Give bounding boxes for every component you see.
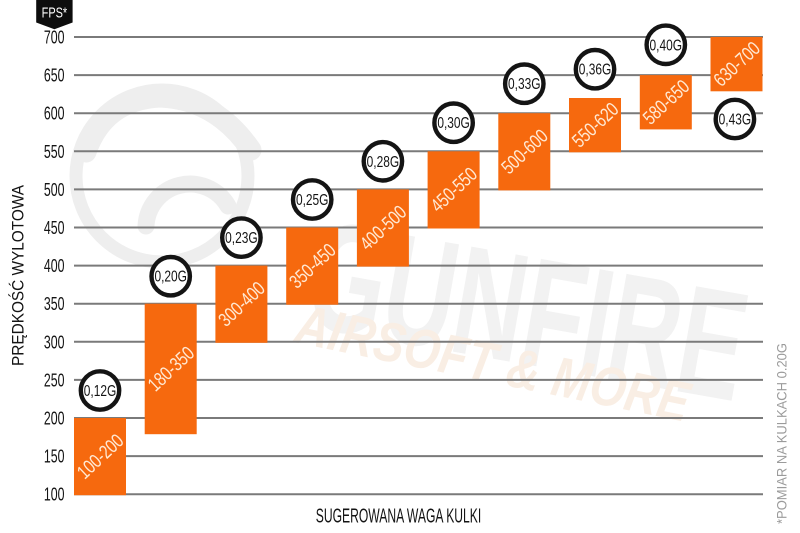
svg-text:450: 450: [44, 218, 65, 238]
svg-text:150: 150: [44, 447, 65, 467]
svg-text:500: 500: [44, 180, 65, 200]
svg-text:0,36G: 0,36G: [579, 62, 612, 79]
svg-text:0,43G: 0,43G: [719, 112, 752, 129]
svg-text:0,23G: 0,23G: [225, 230, 258, 247]
svg-text:350: 350: [44, 294, 65, 314]
svg-text:100: 100: [44, 485, 65, 505]
svg-text:400: 400: [44, 256, 65, 276]
svg-text:0,20G: 0,20G: [154, 269, 187, 286]
svg-text:550: 550: [44, 142, 65, 162]
svg-text:0,33G: 0,33G: [508, 76, 541, 93]
svg-text:650: 650: [44, 66, 65, 86]
svg-text:SUGEROWANA WAGA KULKI: SUGEROWANA WAGA KULKI: [316, 505, 482, 527]
svg-text:300: 300: [44, 332, 65, 352]
svg-text:0,30G: 0,30G: [437, 115, 470, 132]
svg-text:0,40G: 0,40G: [650, 37, 683, 54]
svg-text:200: 200: [44, 409, 65, 429]
svg-text:0,25G: 0,25G: [296, 192, 329, 209]
svg-text:600: 600: [44, 104, 65, 124]
svg-text:*POMIAR NA KULKACH 0.20G: *POMIAR NA KULKACH 0.20G: [774, 343, 790, 524]
svg-text:250: 250: [44, 370, 65, 390]
svg-text:FPS*: FPS*: [42, 5, 68, 22]
svg-text:700: 700: [44, 28, 65, 48]
svg-text:0,28G: 0,28G: [367, 154, 400, 171]
svg-text:PRĘDKOŚĆ WYLOTOWA: PRĘDKOŚĆ WYLOTOWA: [9, 184, 28, 366]
svg-text:0,12G: 0,12G: [84, 383, 117, 400]
